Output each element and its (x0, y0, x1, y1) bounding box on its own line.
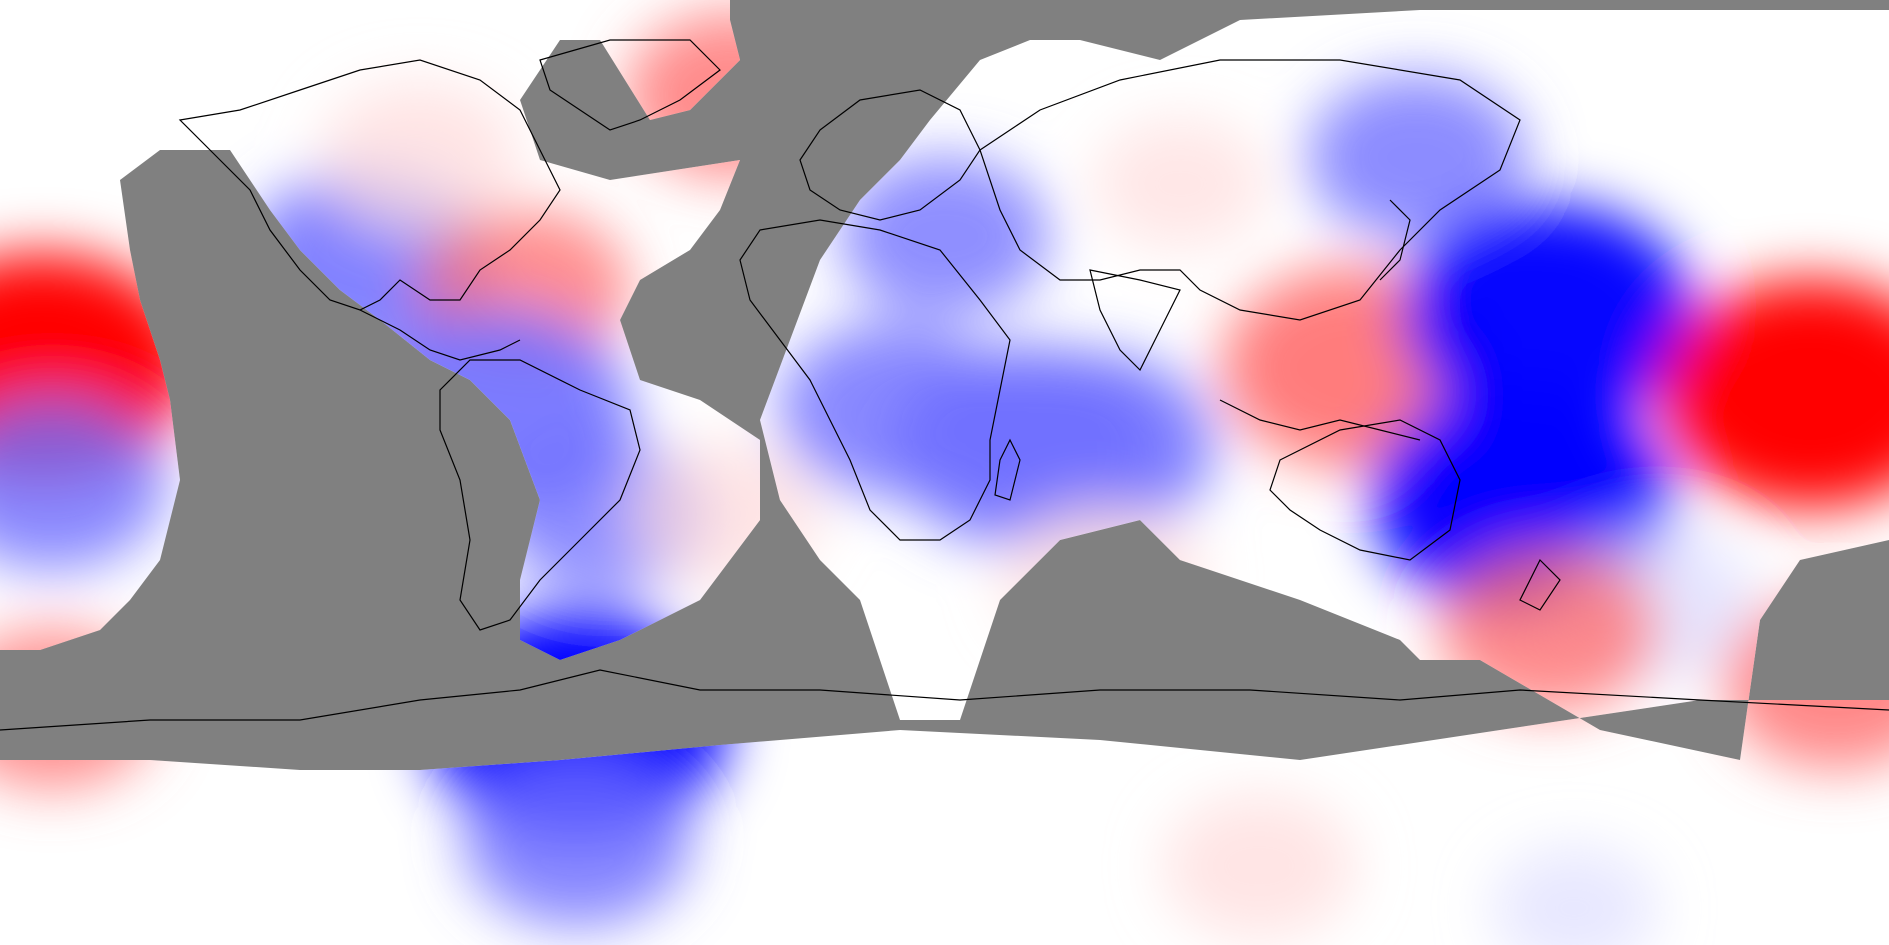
coastline-south-america (439, 359, 641, 631)
coastline-new-zealand (1519, 558, 1561, 611)
coastline-asia (979, 59, 1521, 321)
anomaly-region-east-africa-cool (968, 352, 1215, 541)
anomaly-region-west-antarctica-cool (463, 753, 692, 927)
anomaly-region-antarctica-warm (1163, 793, 1356, 940)
coastline-europe (799, 89, 981, 221)
anomaly-region-east-pacific-equatorial-cool (0, 396, 167, 570)
anomaly-region-east-asia-cool (1402, 203, 1694, 427)
coastline-north-america (178, 59, 561, 311)
coastline-madagascar (994, 438, 1021, 501)
coastline-greenland (539, 39, 721, 131)
anomaly-region-east-antarctica-cool (1491, 845, 1657, 945)
anomaly-region-europe-cool (839, 156, 1050, 317)
coastline-central-america (359, 309, 521, 361)
coastline-india (1089, 269, 1181, 372)
anomaly-region-western-pacific-warm (1660, 278, 1889, 509)
coastline-antarctica (0, 669, 1889, 731)
coastline-africa (739, 219, 1011, 541)
coastline-australia (1269, 419, 1461, 561)
anomaly-region-siberia-cool (1307, 74, 1527, 241)
anomaly-region-russia-warm (1093, 117, 1268, 250)
coastlines (0, 39, 1889, 731)
anomaly-region-canada-warm (319, 81, 521, 234)
coastline-japan (1379, 199, 1411, 281)
coastline-indonesia (1219, 399, 1421, 441)
